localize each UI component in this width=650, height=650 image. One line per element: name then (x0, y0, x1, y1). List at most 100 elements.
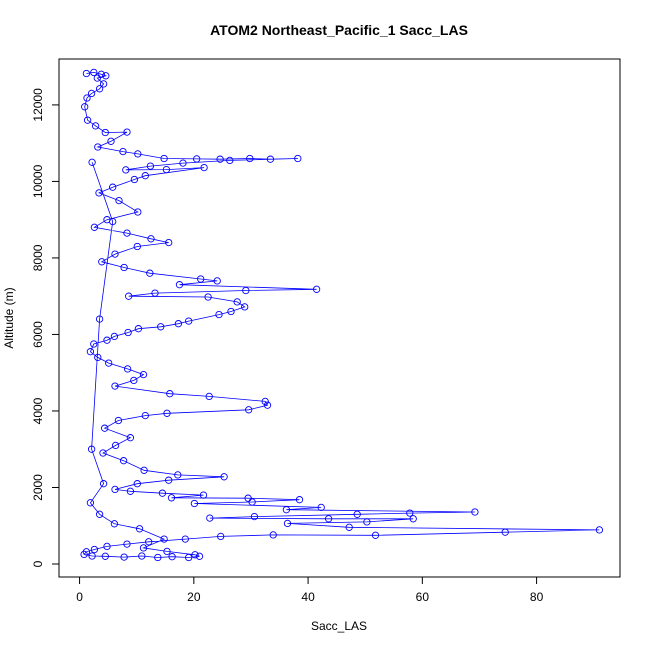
plot-frame (58, 58, 621, 578)
data-point (241, 303, 249, 311)
data-point (197, 275, 205, 283)
data-point (263, 401, 272, 409)
data-point (139, 370, 148, 379)
data-point (86, 348, 95, 356)
data-point (141, 411, 149, 420)
data-point (101, 128, 109, 137)
data-point (126, 434, 135, 442)
data-point (200, 163, 208, 172)
data-series (80, 68, 604, 562)
data-point (146, 269, 154, 277)
data-point (119, 457, 128, 465)
data-point (166, 390, 174, 398)
data-point (91, 122, 100, 130)
data-point (109, 217, 117, 226)
data-point (185, 317, 193, 325)
y-axis: 0 2000 4000 6000 8000 10000 12000 (31, 88, 60, 567)
y-tick-label: 6000 (31, 321, 45, 348)
data-point (233, 298, 241, 306)
data-point (191, 551, 199, 559)
data-point (353, 510, 361, 518)
data-point (163, 547, 171, 556)
data-point (82, 548, 91, 556)
data-point (145, 538, 153, 546)
data-point (87, 445, 96, 453)
data-point (125, 292, 133, 300)
data-point (363, 518, 371, 526)
data-point (165, 238, 173, 247)
data-point (80, 550, 88, 559)
data-point (168, 553, 176, 561)
data-point (95, 510, 104, 518)
data-point (160, 535, 168, 543)
data-point (107, 137, 115, 145)
data-point (103, 336, 111, 344)
data-point (147, 235, 155, 243)
data-point (110, 332, 119, 341)
data-point (371, 531, 380, 539)
series-line (83, 71, 600, 558)
y-tick-label: 2000 (31, 474, 45, 501)
y-tick-label: 0 (31, 560, 45, 567)
data-point (134, 325, 143, 333)
data-point (141, 172, 149, 180)
data-point (242, 286, 250, 295)
data-point (134, 150, 142, 158)
data-point (595, 526, 604, 534)
data-point (190, 499, 199, 508)
y-tick-label: 8000 (31, 244, 45, 271)
data-point (94, 143, 102, 151)
data-point (167, 494, 176, 502)
x-axis: 0 20 40 60 80 (76, 576, 544, 604)
data-point (227, 307, 235, 316)
data-point (111, 441, 120, 450)
data-point (244, 494, 252, 502)
data-point (174, 471, 182, 479)
data-point (95, 315, 104, 323)
data-point (140, 466, 148, 474)
data-point (120, 553, 128, 561)
data-point (111, 485, 119, 494)
data-point (246, 154, 254, 163)
data-point (409, 515, 417, 523)
x-tick-label: 40 (301, 590, 315, 604)
data-point (97, 70, 105, 78)
data-point (119, 147, 127, 156)
data-point (406, 509, 414, 517)
data-point (205, 392, 213, 401)
data-point (199, 491, 208, 499)
data-point (215, 310, 223, 319)
y-tick-label: 4000 (31, 397, 45, 424)
data-point (90, 68, 98, 77)
data-point (124, 328, 132, 337)
data-point (109, 183, 117, 191)
data-point (120, 263, 128, 272)
data-point (195, 552, 204, 560)
data-point (154, 553, 162, 562)
data-point (114, 416, 123, 425)
data-point (130, 376, 138, 385)
data-point (324, 515, 333, 523)
data-point (101, 424, 109, 432)
data-point (99, 480, 108, 488)
data-point (146, 162, 155, 170)
data-point (204, 293, 212, 301)
y-tick-label: 10000 (31, 164, 45, 198)
data-point (158, 489, 167, 497)
data-point (157, 323, 165, 331)
data-point (294, 154, 302, 163)
chart-title: ATOM2 Northeast_Pacific_1 Sacc_LAS (210, 22, 468, 38)
data-point (134, 208, 142, 216)
data-point (226, 156, 234, 165)
data-point (126, 487, 135, 495)
data-point (175, 281, 184, 289)
data-point (248, 498, 256, 506)
x-tick-label: 80 (530, 590, 544, 604)
data-point (217, 532, 225, 541)
data-point (123, 128, 131, 136)
data-point (93, 74, 101, 82)
x-tick-label: 20 (187, 590, 201, 604)
data-point (99, 449, 107, 457)
data-point (88, 158, 96, 166)
data-point (135, 525, 144, 533)
